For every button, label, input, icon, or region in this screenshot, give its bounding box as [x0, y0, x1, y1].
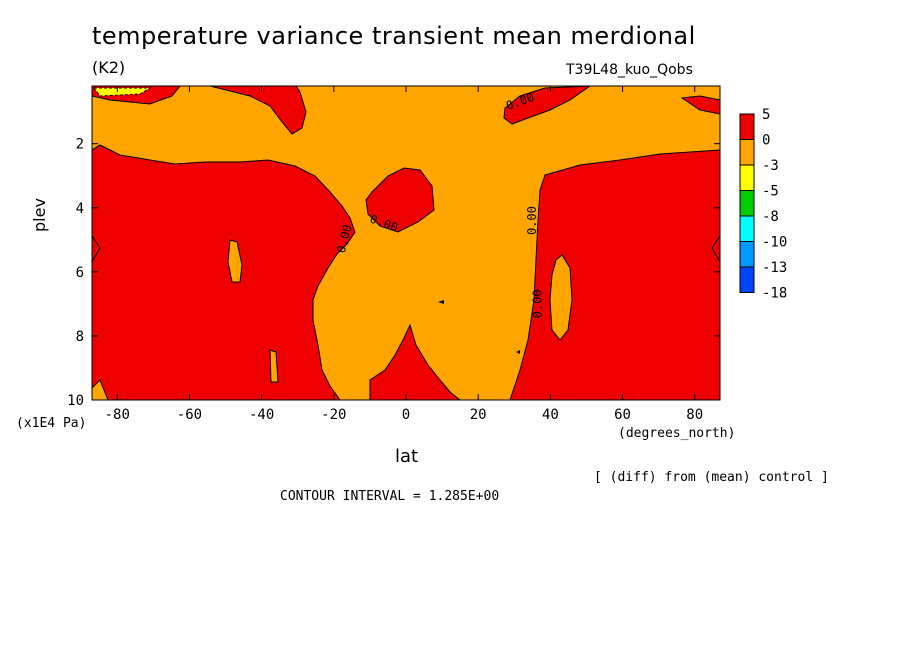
y-axis-units: (x1E4 Pa): [16, 416, 87, 431]
contour-region-red: [92, 144, 356, 400]
colorbar-swatch-4: [739, 215, 755, 242]
colorbar-swatch-2: [739, 164, 755, 191]
colorbar-label-7: -18: [762, 286, 787, 302]
y-tick-label-3: 8: [76, 329, 84, 345]
x-tick-label-3: -20: [321, 407, 346, 423]
x-tick-label-6: 40: [542, 407, 559, 423]
colorbar: 5 0 -3 -5 -8 -10 -13 -18: [739, 107, 787, 302]
colorbar-label-1: 0: [762, 133, 770, 149]
chart-units: (K2): [92, 58, 126, 77]
chart-title: temperature variance transient mean merd…: [92, 22, 696, 50]
x-tick-label-5: 20: [470, 407, 487, 423]
contour-fill: [92, 86, 720, 400]
y-tick-label-0: 2: [76, 137, 84, 153]
x-axis-label: lat: [395, 446, 419, 467]
x-tick-label-8: 80: [686, 407, 703, 423]
colorbar-label-2: -3: [762, 158, 779, 174]
contour-label-0: 0.00: [525, 206, 539, 235]
colorbar-swatch-3: [739, 190, 755, 217]
x-tick-label-2: -40: [249, 407, 274, 423]
x-tick-label-7: 60: [614, 407, 631, 423]
y-tick-label-2: 6: [76, 265, 84, 281]
run-label: T39L48_kuo_Qobs: [566, 62, 693, 78]
colorbar-label-0: 5: [762, 107, 770, 123]
colorbar-label-6: -13: [762, 260, 787, 276]
colorbar-swatch-0: [739, 113, 755, 140]
y-tick-label-4: 10: [67, 393, 84, 409]
x-axis-units: (degrees_north): [618, 426, 736, 441]
colorbar-swatch-6: [739, 266, 755, 293]
x-tick-label-1: -60: [177, 407, 202, 423]
contour-label-3: 0.00: [530, 289, 544, 318]
colorbar-swatch-1: [739, 139, 755, 166]
contour-interval: CONTOUR INTERVAL = 1.285E+00: [280, 489, 500, 504]
footer-note: [ (diff) from (mean) control ]: [594, 470, 829, 485]
x-tick-label-0: -80: [105, 407, 130, 423]
colorbar-label-3: -5: [762, 184, 779, 200]
colorbar-label-4: -8: [762, 209, 779, 225]
axes: -80 -60 -40 -20 0 20 40 60 80 2 4 6 8 10: [67, 86, 720, 423]
y-tick-label-1: 4: [76, 201, 84, 217]
colorbar-label-5: -10: [762, 235, 787, 251]
x-tick-label-4: 0: [402, 407, 410, 423]
colorbar-swatch-5: [739, 241, 755, 268]
